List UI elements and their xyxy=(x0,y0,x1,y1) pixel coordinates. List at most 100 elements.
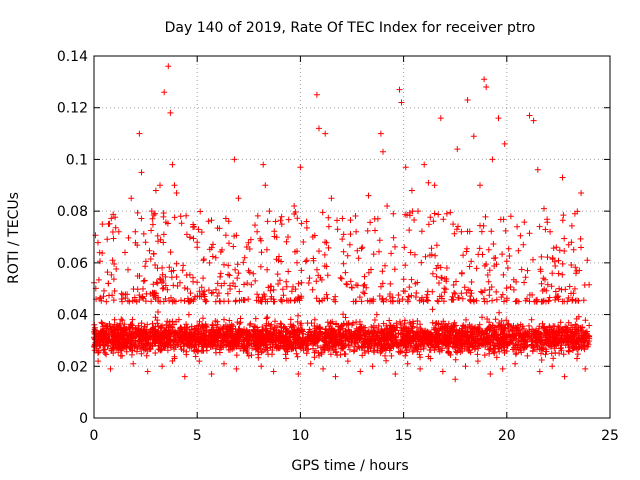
data-point xyxy=(561,333,568,340)
data-point xyxy=(345,326,352,333)
data-point xyxy=(518,333,525,340)
data-point xyxy=(481,352,488,359)
data-point xyxy=(206,259,213,266)
data-point xyxy=(495,115,502,122)
data-point xyxy=(222,232,229,239)
data-point xyxy=(278,321,285,328)
data-point xyxy=(571,210,578,217)
data-point xyxy=(522,297,529,304)
data-point xyxy=(558,342,565,349)
data-point xyxy=(557,319,564,326)
data-point xyxy=(328,338,335,345)
data-point xyxy=(301,337,308,344)
data-point xyxy=(492,254,499,261)
data-point xyxy=(323,291,330,298)
data-point xyxy=(214,342,221,348)
data-point xyxy=(181,285,188,291)
data-point xyxy=(526,230,533,237)
data-point xyxy=(404,338,411,345)
data-point xyxy=(376,293,383,299)
data-point xyxy=(142,239,149,246)
data-point xyxy=(531,298,538,305)
data-point xyxy=(434,297,441,304)
data-point xyxy=(245,352,252,359)
data-point xyxy=(142,263,149,270)
data-point xyxy=(157,276,164,283)
data-point xyxy=(159,271,166,278)
data-point xyxy=(99,221,106,228)
data-point xyxy=(286,339,293,345)
data-point xyxy=(163,321,170,328)
data-point xyxy=(464,336,471,343)
data-point xyxy=(401,244,408,251)
data-point xyxy=(492,345,499,352)
data-point xyxy=(146,342,153,349)
data-point xyxy=(167,109,174,116)
data-point xyxy=(322,239,328,246)
data-point xyxy=(486,324,493,331)
data-point xyxy=(479,314,485,321)
data-point xyxy=(298,320,305,327)
data-point xyxy=(477,182,483,189)
data-point xyxy=(565,333,572,340)
data-point xyxy=(293,337,300,343)
data-point xyxy=(486,292,493,299)
data-point xyxy=(566,348,572,355)
data-point xyxy=(235,343,242,350)
data-point xyxy=(143,352,150,359)
data-point xyxy=(406,284,413,291)
data-point xyxy=(258,298,265,305)
data-point xyxy=(173,274,180,280)
data-point xyxy=(467,349,474,356)
data-point xyxy=(324,295,331,302)
data-point xyxy=(538,357,545,363)
data-point xyxy=(177,324,184,331)
data-point xyxy=(472,333,479,340)
data-point xyxy=(152,262,159,268)
data-point xyxy=(520,345,527,352)
data-point xyxy=(324,329,331,336)
data-point xyxy=(440,216,447,223)
data-point xyxy=(104,323,111,329)
data-point xyxy=(397,321,404,328)
data-point xyxy=(294,259,300,266)
data-point xyxy=(232,266,239,273)
data-point xyxy=(430,218,437,225)
data-point xyxy=(400,288,407,294)
data-point xyxy=(552,263,559,269)
data-point xyxy=(561,373,568,380)
data-point xyxy=(569,347,576,354)
data-point xyxy=(431,210,438,217)
data-point xyxy=(401,317,408,324)
data-point xyxy=(119,317,126,324)
data-point xyxy=(547,228,554,235)
data-point xyxy=(311,349,318,356)
data-point xyxy=(559,260,566,267)
data-point xyxy=(453,278,459,285)
data-point xyxy=(489,297,496,304)
data-point xyxy=(150,281,157,288)
data-point xyxy=(274,271,281,278)
data-point xyxy=(552,294,559,301)
data-point xyxy=(283,355,289,362)
data-point xyxy=(361,290,368,297)
data-point xyxy=(276,345,283,352)
data-point xyxy=(133,326,140,333)
data-point xyxy=(379,280,386,287)
data-point xyxy=(370,251,377,258)
data-point xyxy=(368,266,374,273)
data-point xyxy=(258,349,265,356)
data-point xyxy=(109,292,116,299)
data-point xyxy=(503,317,510,324)
data-point xyxy=(538,344,545,351)
data-point xyxy=(196,318,203,325)
data-point xyxy=(138,169,145,176)
data-point xyxy=(300,239,307,245)
data-point xyxy=(198,229,205,236)
data-point xyxy=(497,335,504,342)
data-point xyxy=(466,263,473,270)
data-point xyxy=(250,270,257,277)
data-point xyxy=(355,343,362,350)
data-point xyxy=(356,318,363,325)
data-point xyxy=(150,250,157,257)
